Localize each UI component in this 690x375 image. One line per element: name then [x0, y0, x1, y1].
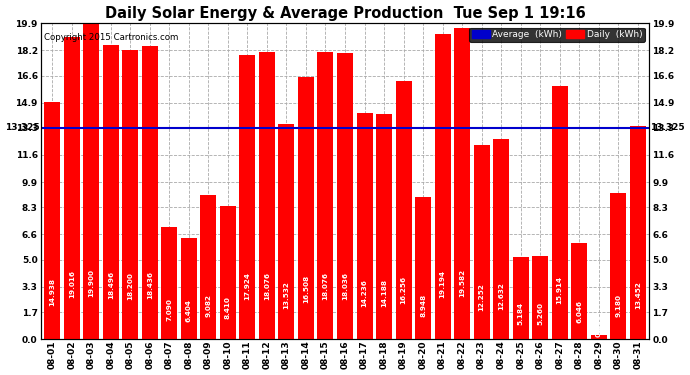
Bar	[357, 113, 373, 339]
Text: 18.496: 18.496	[108, 271, 114, 299]
Bar	[454, 28, 470, 339]
Text: 8.948: 8.948	[420, 294, 426, 318]
Bar	[220, 206, 236, 339]
Text: 13.325: 13.325	[6, 123, 40, 132]
Text: 0.268: 0.268	[595, 314, 602, 337]
Text: 18.076: 18.076	[264, 272, 270, 300]
Bar	[142, 46, 158, 339]
Text: 6.046: 6.046	[576, 300, 582, 323]
Bar	[298, 77, 314, 339]
Bar	[610, 194, 627, 339]
Text: 19.194: 19.194	[440, 270, 446, 298]
Title: Daily Solar Energy & Average Production  Tue Sep 1 19:16: Daily Solar Energy & Average Production …	[105, 6, 585, 21]
Bar	[473, 145, 490, 339]
Text: 7.090: 7.090	[166, 298, 172, 321]
Text: 12.632: 12.632	[498, 283, 504, 310]
Bar	[395, 81, 411, 339]
Bar	[63, 37, 80, 339]
Bar	[122, 50, 138, 339]
Bar	[513, 257, 529, 339]
Text: 13.452: 13.452	[635, 281, 641, 309]
Bar	[591, 335, 607, 339]
Text: 18.436: 18.436	[147, 272, 152, 299]
Bar	[571, 243, 587, 339]
Bar	[532, 256, 548, 339]
Text: 13.325: 13.325	[650, 123, 684, 132]
Bar	[181, 237, 197, 339]
Text: 18.076: 18.076	[322, 272, 328, 300]
Bar	[337, 53, 353, 339]
Bar	[493, 139, 509, 339]
Bar	[161, 226, 177, 339]
Bar	[415, 197, 431, 339]
Text: 19.900: 19.900	[88, 268, 95, 297]
Text: 6.404: 6.404	[186, 300, 192, 322]
Text: 14.938: 14.938	[49, 278, 55, 306]
Text: 8.410: 8.410	[225, 296, 231, 318]
Text: 9.082: 9.082	[206, 294, 211, 317]
Bar	[376, 114, 392, 339]
Bar	[279, 124, 295, 339]
Text: 18.200: 18.200	[127, 272, 133, 300]
Bar	[317, 52, 333, 339]
Text: 16.508: 16.508	[303, 275, 309, 303]
Text: 9.180: 9.180	[615, 294, 621, 317]
Text: 14.236: 14.236	[362, 279, 368, 308]
Text: 14.188: 14.188	[381, 279, 387, 308]
Bar	[259, 52, 275, 339]
Legend: Average  (kWh), Daily  (kWh): Average (kWh), Daily (kWh)	[469, 28, 645, 42]
Text: 13.532: 13.532	[284, 281, 289, 309]
Text: 17.924: 17.924	[244, 273, 250, 300]
Text: 5.260: 5.260	[538, 302, 543, 324]
Text: Copyright 2015 Cartronics.com: Copyright 2015 Cartronics.com	[43, 33, 178, 42]
Bar	[103, 45, 119, 339]
Bar	[200, 195, 217, 339]
Bar	[83, 23, 99, 339]
Text: 15.914: 15.914	[557, 276, 563, 304]
Text: 19.582: 19.582	[459, 269, 465, 297]
Bar	[44, 102, 60, 339]
Text: 19.016: 19.016	[69, 270, 75, 298]
Text: 12.252: 12.252	[479, 283, 484, 311]
Bar	[435, 34, 451, 339]
Bar	[552, 87, 568, 339]
Text: 16.256: 16.256	[401, 275, 406, 303]
Text: 18.036: 18.036	[342, 272, 348, 300]
Bar	[239, 54, 255, 339]
Bar	[630, 126, 646, 339]
Text: 5.184: 5.184	[518, 302, 524, 325]
